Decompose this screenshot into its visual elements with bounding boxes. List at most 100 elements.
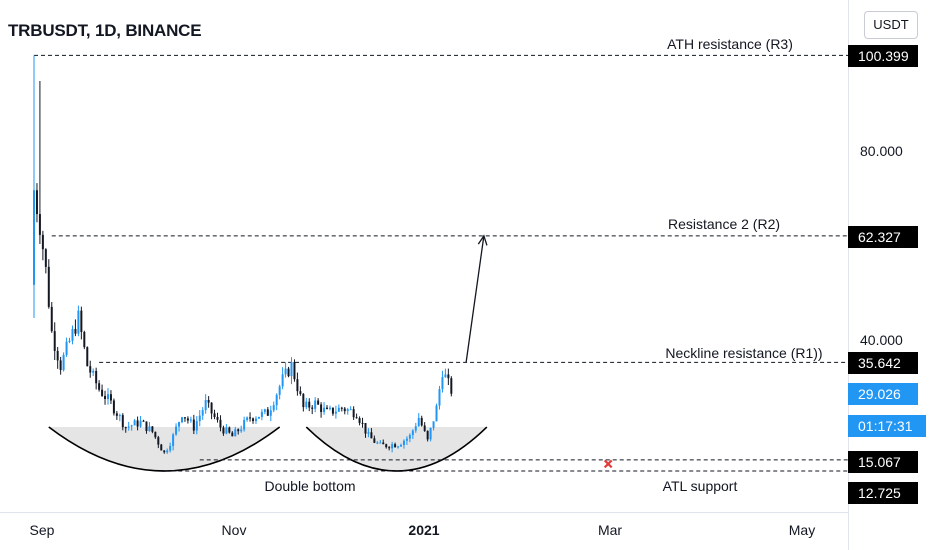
price-tag-r2: 62.327 (848, 226, 918, 248)
candle-body-2020-12-26 (379, 442, 382, 444)
candle-body-2020-11-18 (266, 409, 269, 416)
candle-body-2020-12-19 (358, 418, 361, 423)
candle-body-2020-11-20 (272, 405, 275, 411)
price-tag-s1: 15.067 (848, 451, 918, 473)
candle-body-2021-01-18 (447, 374, 450, 379)
candle-body-2020-12-22 (367, 432, 370, 434)
price-axis-separator (848, 0, 849, 550)
candle-body-2021-01-01 (397, 446, 400, 448)
currency-button[interactable]: USDT (864, 11, 918, 39)
candle-body-2021-01-06 (411, 430, 414, 436)
label-resistance-2: Resistance 2 (R2) (667, 216, 781, 232)
candle-body-2021-01-03 (402, 440, 405, 445)
candle-body-2020-09-06 (50, 306, 53, 332)
candle-body-2020-10-31 (213, 413, 216, 417)
candle-body-2020-09-01 (35, 190, 38, 215)
candle-body-2020-10-09 (148, 426, 151, 431)
candle-body-2020-12-02 (308, 401, 311, 408)
candle-body-2020-12-12 (337, 407, 340, 412)
candle-body-2020-12-08 (326, 407, 329, 409)
candle-body-2020-09-04 (44, 249, 47, 267)
candle-body-2020-11-13 (252, 418, 255, 422)
candle-body-2020-09-02 (38, 214, 41, 235)
candle-body-2021-01-07 (414, 426, 417, 431)
label-atl-support: ATL support (662, 478, 738, 494)
candle-body-2020-11-11 (246, 417, 249, 420)
candle-body-2020-10-08 (145, 421, 148, 431)
candle-body-2020-11-15 (257, 416, 260, 419)
candle-body-2020-12-09 (328, 407, 331, 409)
candle-body-2020-10-22 (186, 418, 189, 421)
candle-body-2020-11-25 (287, 368, 290, 377)
candle-body-2020-09-13 (71, 328, 74, 341)
countdown-tag: 01:17:31 (848, 415, 926, 437)
projection-arrow-line (465, 235, 485, 363)
x-tick-mar: Mar (597, 522, 623, 538)
candle-body-2021-01-04 (405, 438, 408, 441)
candle-body-2020-10-23 (189, 419, 192, 421)
candle-body-2020-11-23 (281, 374, 284, 387)
candle-body-2021-01-13 (432, 421, 435, 428)
candle-body-2020-12-13 (340, 407, 343, 409)
candle-body-2020-12-18 (355, 417, 358, 419)
candle-body-2020-09-23 (101, 389, 104, 396)
candle-body-2020-09-17 (83, 331, 86, 348)
symbol-title: TRBUSDT, 1D, BINANCE (8, 21, 202, 40)
candle-body-2020-12-28 (385, 444, 388, 448)
candle-body-2021-01-05 (408, 435, 411, 439)
candle-body-2020-10-27 (201, 410, 204, 416)
candle-body-2021-01-10 (423, 425, 426, 431)
candle-body-2020-10-20 (180, 417, 183, 423)
candle-body-2020-09-30 (121, 415, 124, 428)
candle-body-2020-09-19 (89, 366, 92, 373)
candle-body-2020-11-01 (216, 416, 219, 420)
candle-body-2020-11-12 (249, 417, 252, 419)
label-double-bottom: Double bottom (264, 478, 356, 494)
candle-body-2020-11-07 (234, 429, 237, 437)
candle-body-2020-10-03 (130, 425, 133, 427)
candle-body-2020-09-03 (41, 234, 44, 250)
candle-body-2021-01-15 (438, 389, 441, 406)
candle-body-2020-12-31 (394, 444, 397, 448)
candle-body-2020-11-29 (299, 391, 302, 394)
candle-body-2020-12-17 (352, 409, 355, 418)
candle-body-2020-11-04 (225, 427, 228, 434)
candle-body-2020-10-29 (207, 400, 210, 403)
candle-body-2020-10-18 (175, 426, 178, 435)
candle-body-2020-09-10 (62, 354, 65, 371)
candle-body-2020-11-21 (275, 394, 278, 406)
last-price-tag: 29.026 (848, 383, 918, 405)
candle-body-2020-11-24 (284, 368, 287, 375)
candle-body-2020-12-11 (334, 411, 337, 414)
candle-body-2021-01-19 (450, 378, 453, 394)
candle-body-2020-10-30 (210, 402, 213, 414)
candle-body-2020-09-22 (98, 383, 101, 390)
candle-body-2020-12-23 (370, 432, 373, 439)
candle-body-2020-10-07 (142, 420, 145, 422)
candle-body-2020-09-07 (53, 331, 56, 351)
label-neckline-resistance: Neckline resistance (R1)) (665, 345, 823, 361)
time-axis-separator (0, 512, 848, 513)
candle-body-2020-09-27 (112, 400, 115, 414)
candle-body-2020-10-01 (124, 427, 127, 429)
candle-body-2020-09-24 (104, 395, 107, 400)
candle-body-2020-10-12 (157, 437, 160, 445)
candle-body-2020-12-06 (320, 404, 323, 413)
candle-body-2020-11-22 (278, 386, 281, 395)
candle-body-2020-11-10 (243, 419, 246, 430)
candle-body-2020-09-14 (74, 328, 77, 334)
candle-body-2021-01-17 (444, 374, 447, 378)
candle-body-2020-09-15 (77, 310, 80, 334)
candle-body-2020-10-11 (154, 431, 157, 438)
candle-body-2020-10-16 (169, 445, 172, 451)
candle-body-2020-10-14 (163, 450, 166, 453)
candle-body-2020-09-16 (80, 310, 83, 332)
candle-body-2021-01-14 (435, 405, 438, 422)
candle-body-2021-01-11 (426, 430, 429, 440)
candle-body-2020-12-01 (305, 401, 308, 408)
y-tick-40: 40.000 (860, 332, 903, 348)
candle-body-2020-10-24 (192, 419, 195, 431)
candle-body-2020-12-29 (388, 447, 391, 449)
candle-body-2020-09-18 (86, 347, 89, 367)
